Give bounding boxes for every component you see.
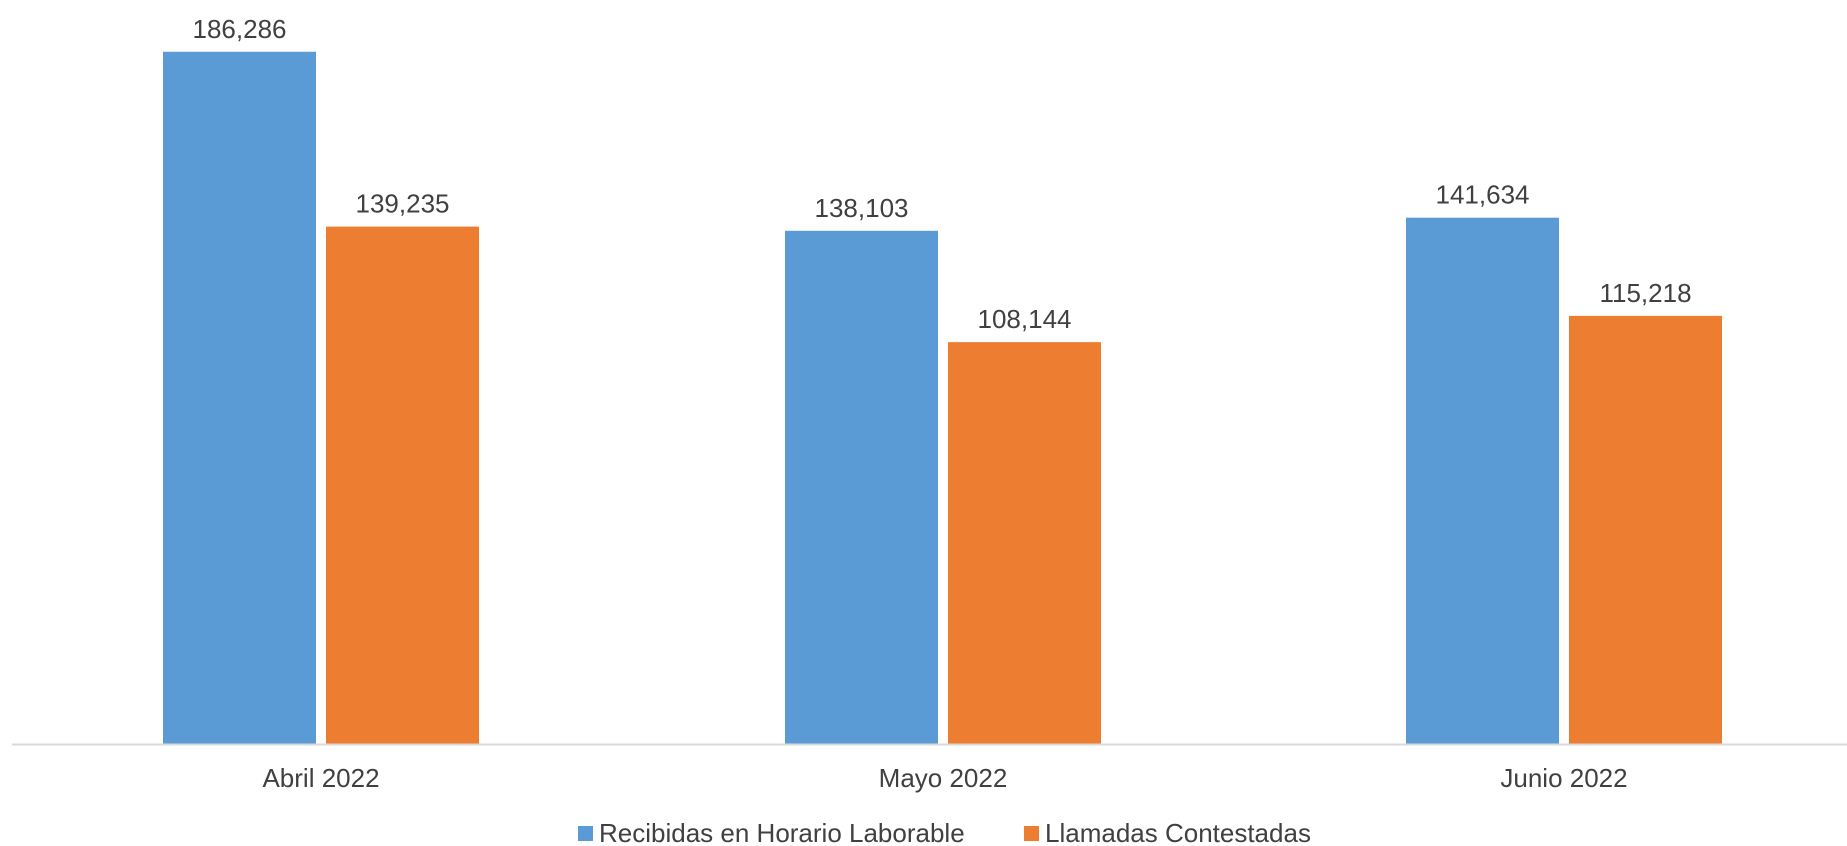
data-label: 139,235 [356,189,450,219]
legend-label-1: Llamadas Contestadas [1045,818,1311,846]
bar-recibidas-2 [1406,217,1559,744]
legend-swatch-0 [578,826,593,841]
data-labels-group: 186,286 139,235 138,103 108,144 141,634 115,2… [193,14,1692,334]
data-label: 108,144 [978,304,1072,334]
bar-contestadas-0 [326,226,479,745]
bar-contestadas-1 [948,342,1101,744]
data-label: 141,634 [1436,180,1530,210]
x-tick-label: Junio 2022 [1500,763,1627,793]
x-tick-label: Abril 2022 [262,763,379,793]
bars-group [163,51,1722,745]
bar-recibidas-0 [163,51,316,744]
legend: Recibidas en Horario Laborable Llamadas C… [578,818,1311,846]
bar-recibidas-1 [785,230,938,744]
legend-label-0: Recibidas en Horario Laborable [599,818,965,846]
bar-contestadas-2 [1569,315,1722,744]
data-label: 138,103 [815,193,909,223]
legend-swatch-1 [1024,826,1039,841]
data-label: 115,218 [1599,278,1691,308]
x-tick-label: Mayo 2022 [879,763,1008,793]
data-label: 186,286 [193,14,287,44]
x-tick-labels-group: Abril 2022 Mayo 2022 Junio 2022 [262,763,1627,793]
